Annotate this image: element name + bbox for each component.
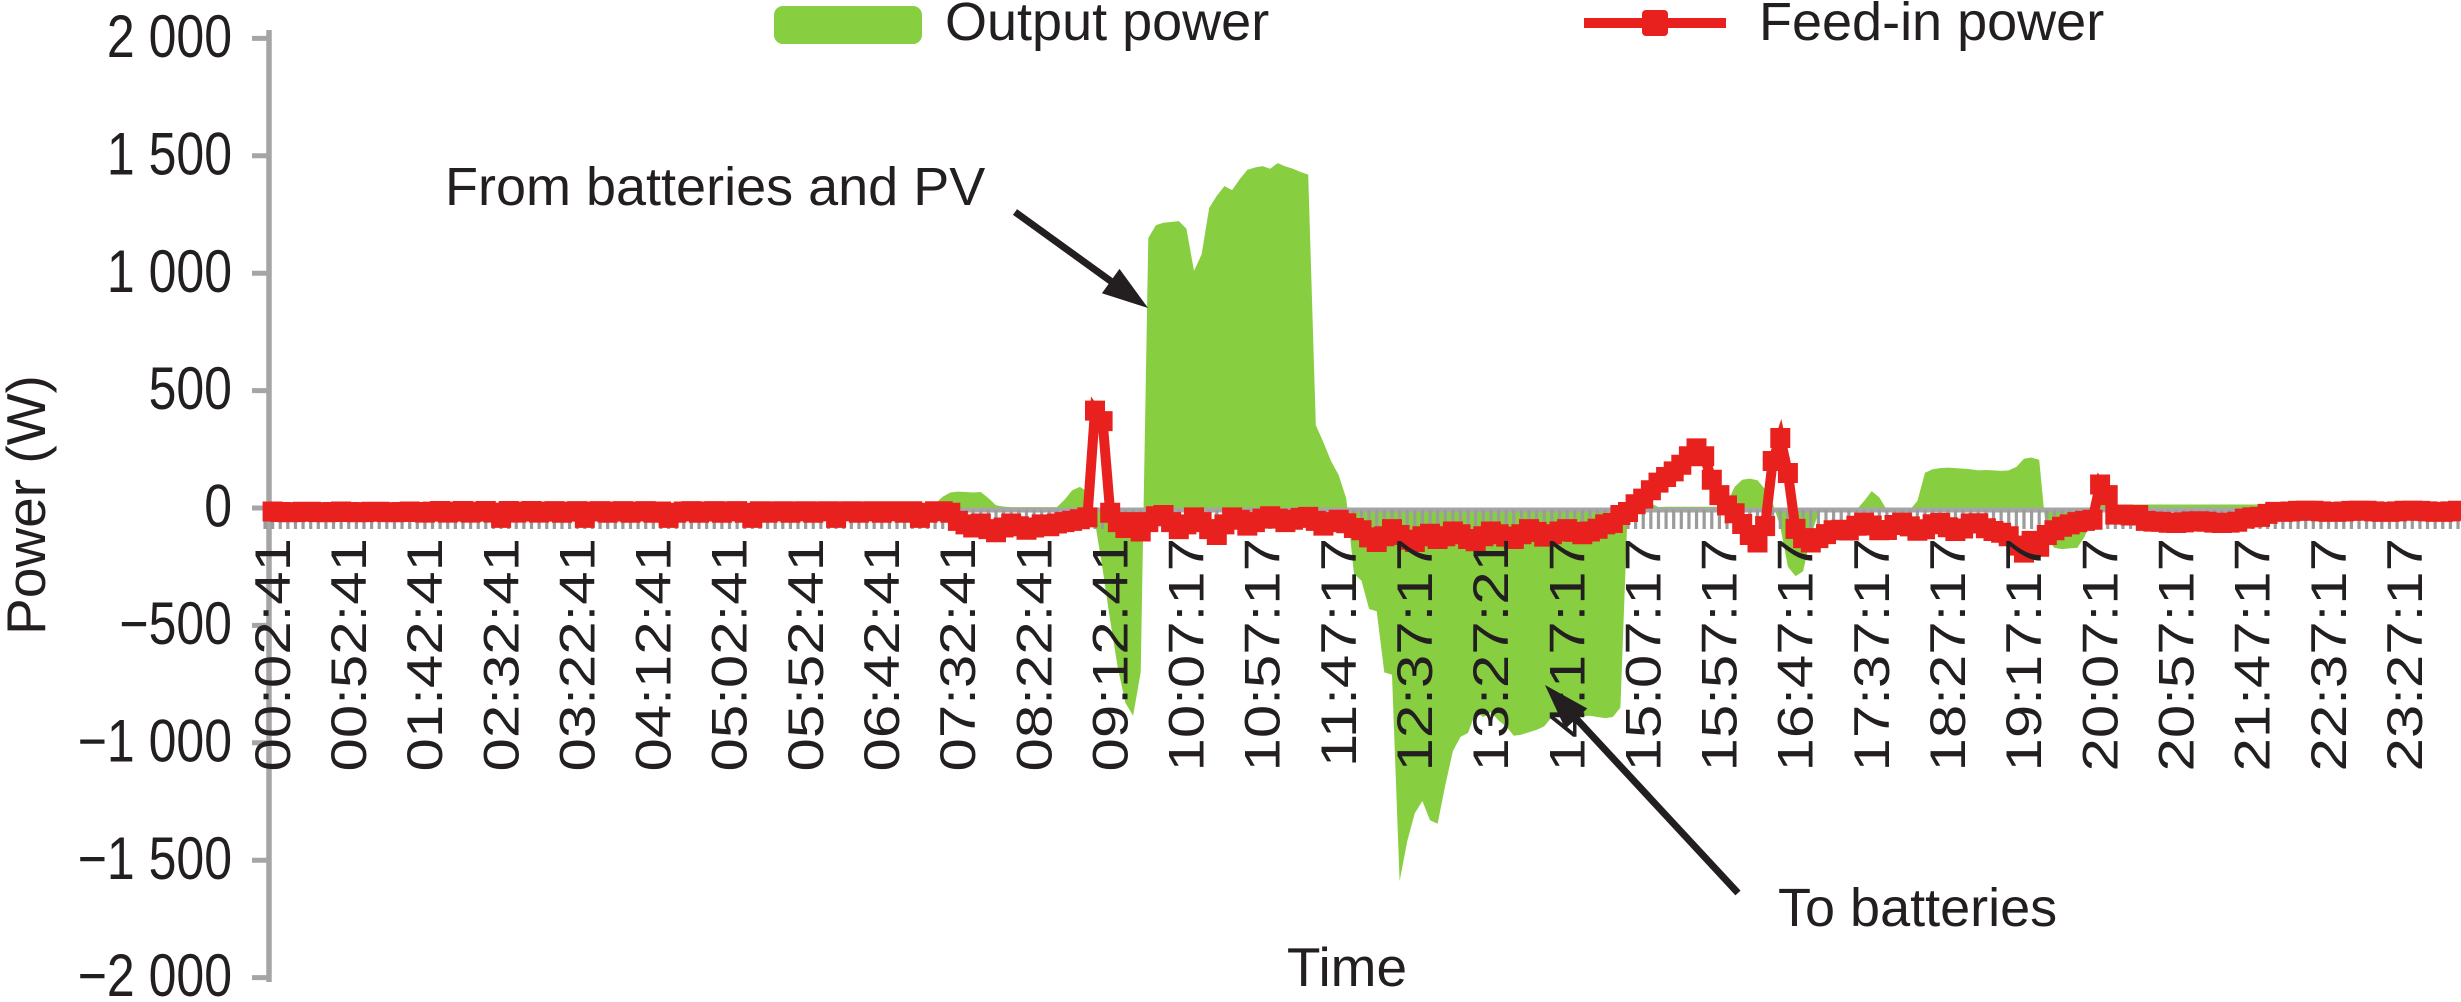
svg-text:19:17:17: 19:17:17	[1996, 538, 2052, 772]
svg-text:23:27:17: 23:27:17	[2377, 538, 2433, 772]
svg-text:00:52:41: 00:52:41	[321, 538, 377, 772]
svg-text:01:42:41: 01:42:41	[397, 538, 453, 772]
svg-text:15:07:17: 15:07:17	[1615, 538, 1671, 772]
svg-text:1 500: 1 500	[107, 120, 232, 187]
svg-text:500: 500	[149, 355, 232, 422]
svg-text:07:32:41: 07:32:41	[930, 538, 986, 772]
svg-text:21:47:17: 21:47:17	[2224, 538, 2280, 772]
svg-text:04:12:41: 04:12:41	[625, 538, 681, 772]
svg-text:18:27:17: 18:27:17	[1920, 538, 1976, 772]
svg-text:06:42:41: 06:42:41	[854, 538, 910, 772]
svg-text:17:37:17: 17:37:17	[1844, 538, 1900, 772]
svg-text:20:57:17: 20:57:17	[2148, 538, 2204, 772]
svg-text:22:37:17: 22:37:17	[2301, 538, 2357, 772]
svg-text:−1 500: −1 500	[78, 825, 232, 892]
svg-text:1 000: 1 000	[107, 238, 232, 305]
svg-text:13:27:21: 13:27:21	[1463, 538, 1519, 772]
svg-text:2 000: 2 000	[107, 3, 232, 70]
svg-text:05:52:41: 05:52:41	[778, 538, 834, 772]
svg-text:−1 000: −1 000	[78, 707, 232, 774]
svg-text:10:07:17: 10:07:17	[1158, 538, 1214, 772]
svg-text:−2 000: −2 000	[78, 942, 232, 1002]
svg-text:Time: Time	[1287, 936, 1407, 998]
svg-text:20:07:17: 20:07:17	[2072, 538, 2128, 772]
svg-text:0: 0	[204, 472, 232, 539]
svg-text:To batteries: To batteries	[1778, 878, 2057, 938]
svg-text:10:57:17: 10:57:17	[1234, 538, 1290, 772]
svg-text:14:17:17: 14:17:17	[1539, 538, 1595, 772]
svg-text:Output power: Output power	[945, 0, 1269, 52]
svg-text:Power (W): Power (W)	[0, 375, 57, 635]
svg-text:02:32:41: 02:32:41	[473, 538, 529, 772]
svg-text:15:57:17: 15:57:17	[1691, 538, 1747, 772]
svg-text:From batteries and PV: From batteries and PV	[445, 157, 985, 217]
svg-text:03:22:41: 03:22:41	[549, 538, 605, 772]
svg-text:00:02:41: 00:02:41	[245, 538, 301, 772]
svg-text:08:22:41: 08:22:41	[1006, 538, 1062, 772]
svg-text:05:02:41: 05:02:41	[701, 538, 757, 772]
svg-text:09:12:41: 09:12:41	[1082, 538, 1138, 772]
svg-text:Feed-in power: Feed-in power	[1759, 0, 2104, 52]
svg-text:−500: −500	[119, 590, 232, 657]
svg-text:11:47:17: 11:47:17	[1311, 538, 1367, 767]
svg-text:16:47:17: 16:47:17	[1767, 538, 1823, 772]
svg-text:12:37:17: 12:37:17	[1387, 538, 1443, 772]
